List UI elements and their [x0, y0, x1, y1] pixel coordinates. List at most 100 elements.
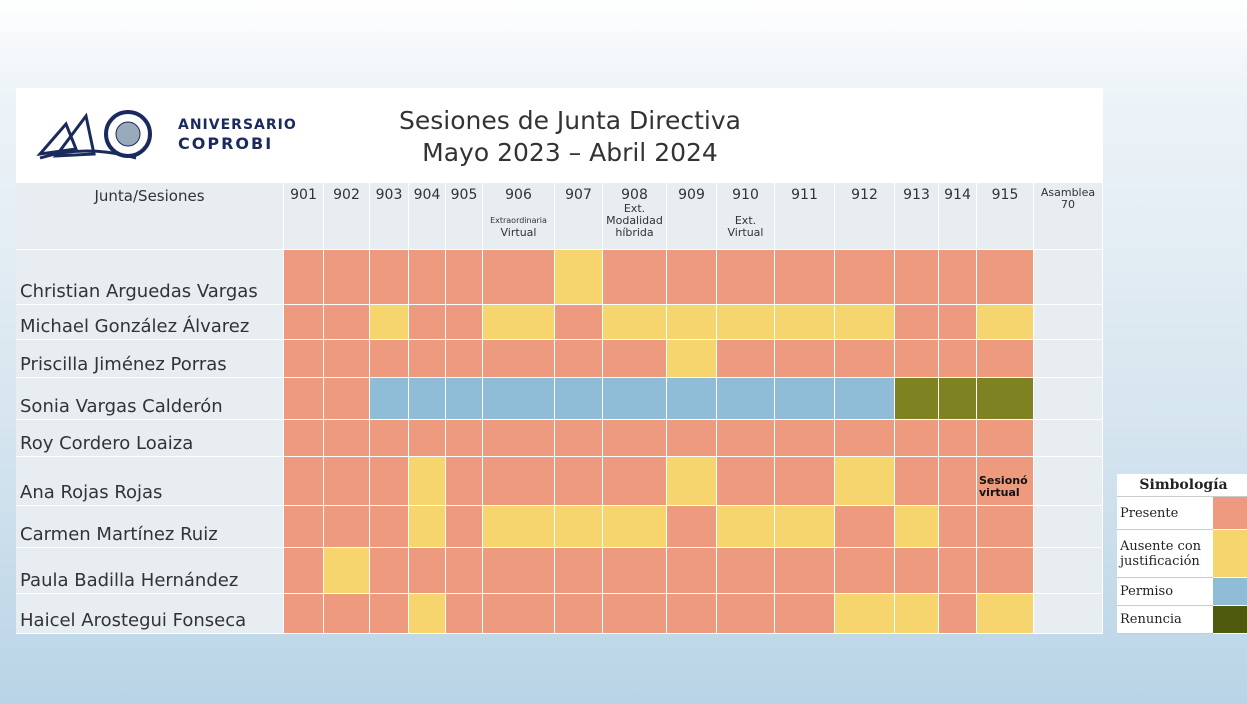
status-cell: [717, 305, 775, 340]
status-cell: [603, 548, 667, 594]
row-name: Christian Arguedas Vargas: [16, 250, 284, 305]
status-cell: [555, 548, 603, 594]
status-cell: [483, 548, 555, 594]
status-cell: [370, 506, 409, 548]
column-note: Modalidad: [606, 214, 663, 227]
status-cell: [835, 457, 895, 506]
status-cell: [775, 305, 835, 340]
status-cell: [667, 506, 717, 548]
status-cell: [1034, 340, 1103, 378]
status-cell: [667, 250, 717, 305]
status-cell: [409, 506, 446, 548]
logo-graphic: [36, 110, 152, 160]
status-cell: [1034, 457, 1103, 506]
status-cell: [324, 506, 370, 548]
status-cell: [939, 250, 977, 305]
status-cell: [939, 340, 977, 378]
status-cell: [895, 457, 939, 506]
column-header: 912: [835, 183, 895, 250]
status-cell: [370, 548, 409, 594]
header: [16, 88, 1103, 183]
cell-note: Sesionó virtual: [979, 474, 1028, 499]
status-cell: [977, 594, 1034, 634]
column-header: 909: [667, 183, 717, 250]
column-header: 905: [446, 183, 483, 250]
column-note: Virtual: [500, 226, 537, 239]
status-cell: [775, 594, 835, 634]
status-cell: [370, 594, 409, 634]
status-cell: [284, 506, 324, 548]
status-cell: [775, 420, 835, 457]
status-cell: [409, 378, 446, 420]
column-header: 903: [370, 183, 409, 250]
status-cell: [555, 457, 603, 506]
row-name: Paula Badilla Hernández: [16, 548, 284, 594]
status-cell: [1034, 378, 1103, 420]
status-cell: [483, 250, 555, 305]
status-cell: [603, 340, 667, 378]
status-cell: [555, 420, 603, 457]
column-label: 907: [565, 187, 592, 203]
column-header: 901: [284, 183, 324, 250]
status-cell: [1034, 594, 1103, 634]
status-cell: [284, 420, 324, 457]
column-note: Ext.: [623, 202, 646, 215]
status-cell: [717, 250, 775, 305]
status-cell: [483, 378, 555, 420]
status-cell: [977, 250, 1034, 305]
status-cell: [446, 420, 483, 457]
legend-label: Permiso: [1117, 578, 1213, 606]
status-cell: [939, 594, 977, 634]
status-cell: [284, 340, 324, 378]
status-cell: [1034, 548, 1103, 594]
status-cell: [324, 305, 370, 340]
status-cell: [717, 378, 775, 420]
status-cell: [603, 506, 667, 548]
legend-title: Simbología: [1117, 474, 1247, 497]
status-cell: [324, 420, 370, 457]
status-cell: [555, 378, 603, 420]
status-cell: [835, 506, 895, 548]
column-header: 913: [895, 183, 939, 250]
status-cell: [483, 457, 555, 506]
status-cell: [775, 457, 835, 506]
status-cell: [775, 250, 835, 305]
status-cell: [717, 420, 775, 457]
status-cell: [555, 340, 603, 378]
status-cell: [939, 420, 977, 457]
status-cell: [483, 594, 555, 634]
title: Sesiones de Junta Directiva: [399, 106, 741, 135]
status-cell: [603, 594, 667, 634]
status-cell: [370, 340, 409, 378]
row-name: Carmen Martínez Ruiz: [16, 506, 284, 548]
column-header: 906 Extraordinaria Virtual: [483, 183, 555, 250]
row-name: Haicel Arostegui Fonseca: [16, 594, 284, 634]
status-cell: [370, 420, 409, 457]
column-note: Virtual: [727, 226, 764, 239]
status-cell: [370, 305, 409, 340]
status-cell: [667, 340, 717, 378]
status-cell: [895, 250, 939, 305]
status-cell: [446, 340, 483, 378]
status-cell: [370, 457, 409, 506]
column-label: 905: [450, 187, 478, 203]
status-cell: [835, 250, 895, 305]
column-label: 914: [944, 187, 971, 203]
legend-swatch: [1213, 497, 1247, 530]
status-cell: [895, 594, 939, 634]
status-cell: [409, 457, 446, 506]
status-cell: [603, 457, 667, 506]
column-label: 912: [851, 187, 878, 203]
status-cell: [667, 548, 717, 594]
status-cell: [977, 305, 1034, 340]
status-cell: [895, 305, 939, 340]
status-cell: [324, 457, 370, 506]
legend-label: Ausente con justificación: [1117, 530, 1213, 578]
status-cell: [603, 378, 667, 420]
status-cell: [775, 548, 835, 594]
status-cell: [1034, 305, 1103, 340]
status-cell: [284, 250, 324, 305]
legend-swatch: [1213, 606, 1247, 634]
status-cell: [835, 594, 895, 634]
status-cell: Sesionó virtual: [977, 457, 1034, 506]
